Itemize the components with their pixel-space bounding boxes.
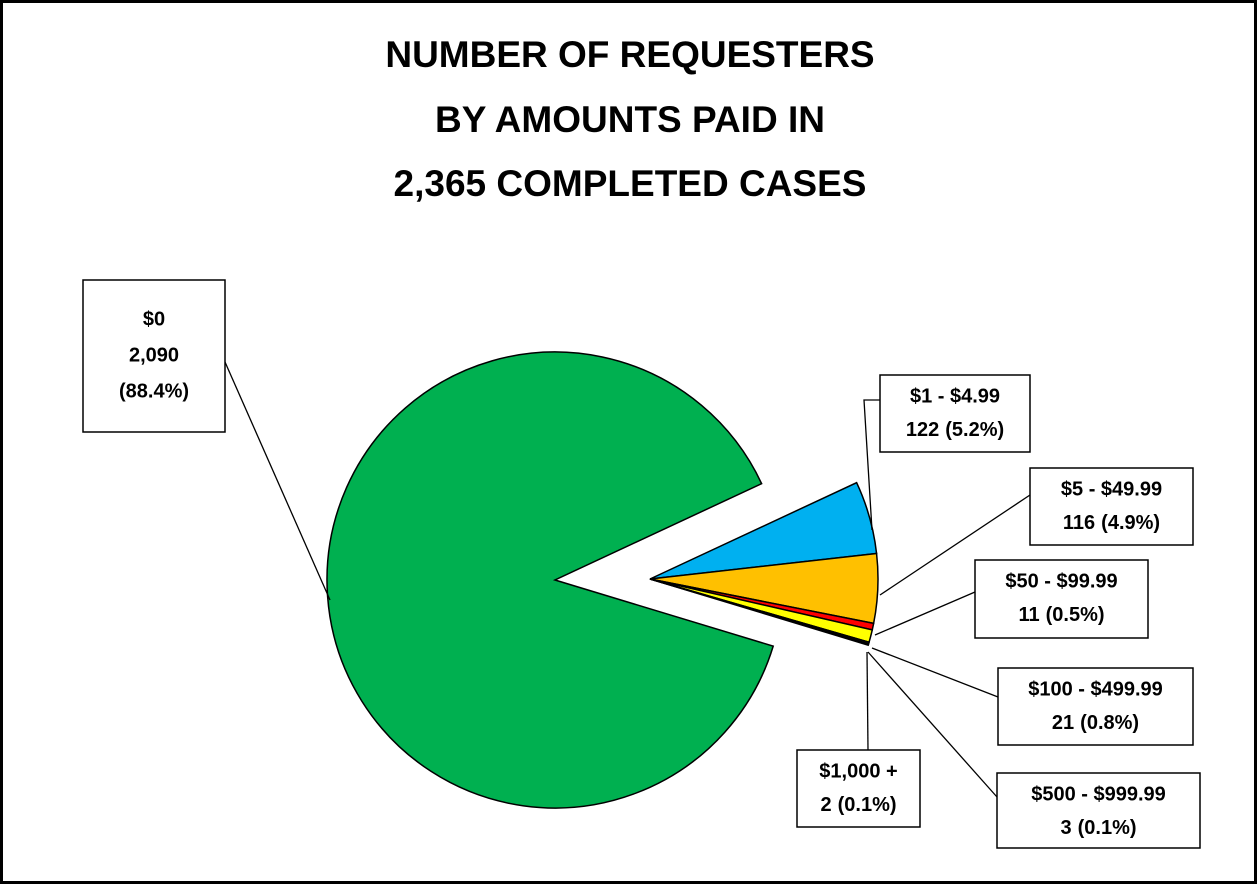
value-label-group: 21 (0.8%) <box>1052 712 1139 734</box>
leader-line <box>866 651 869 751</box>
label-box <box>1029 467 1194 546</box>
label-box <box>996 772 1201 849</box>
chart-title: NUMBER OF REQUESTERS <box>385 34 874 75</box>
category-label: $5 - $49.99 <box>1061 478 1162 500</box>
percent-label: (88.4%) <box>119 380 189 402</box>
chart-title: BY AMOUNTS PAID IN <box>435 99 825 140</box>
category-label: $100 - $499.99 <box>1028 678 1163 700</box>
value-label: 2,090 <box>129 344 179 366</box>
leader-line <box>224 361 331 601</box>
category-label: $0 <box>143 308 165 330</box>
percent-label: (5.2%) <box>945 419 1004 441</box>
pie-slice <box>649 578 870 647</box>
label-box <box>796 749 921 828</box>
percent-label: (4.9%) <box>1101 512 1160 534</box>
category-label: $500 - $999.99 <box>1031 783 1166 805</box>
value-label: 21 <box>1052 712 1074 734</box>
label-box <box>879 374 1031 453</box>
leader-line <box>863 399 880 531</box>
value-label-group: 11 (0.5%) <box>1018 604 1104 626</box>
label-box <box>997 667 1194 746</box>
chart-title: 2,365 COMPLETED CASES <box>394 163 867 204</box>
value-label-group: 2 (0.1%) <box>820 794 896 816</box>
value-label: 116 <box>1063 512 1095 534</box>
value-label: 3 <box>1060 817 1071 839</box>
leader-line <box>874 591 976 636</box>
value-label: 2 <box>820 794 831 816</box>
percent-label: (0.5%) <box>1046 604 1105 626</box>
value-label-group: 122 (5.2%) <box>906 419 1004 441</box>
value-label: 11 <box>1018 604 1039 626</box>
leader-line <box>879 494 1031 596</box>
category-label: $50 - $99.99 <box>1005 570 1117 592</box>
percent-label: (0.8%) <box>1080 712 1139 734</box>
percent-label: (0.1%) <box>1078 817 1137 839</box>
percent-label: (0.1%) <box>838 794 897 816</box>
category-label: $1 - $4.99 <box>910 385 1000 407</box>
value-label-group: 116 (4.9%) <box>1063 512 1160 534</box>
label-box <box>974 559 1149 639</box>
label-box <box>82 279 226 433</box>
leader-line <box>867 651 998 798</box>
leader-line <box>871 647 999 698</box>
value-label: 122 <box>906 419 939 441</box>
category-label: $1,000 + <box>819 760 897 782</box>
value-label-group: 3 (0.1%) <box>1060 817 1136 839</box>
